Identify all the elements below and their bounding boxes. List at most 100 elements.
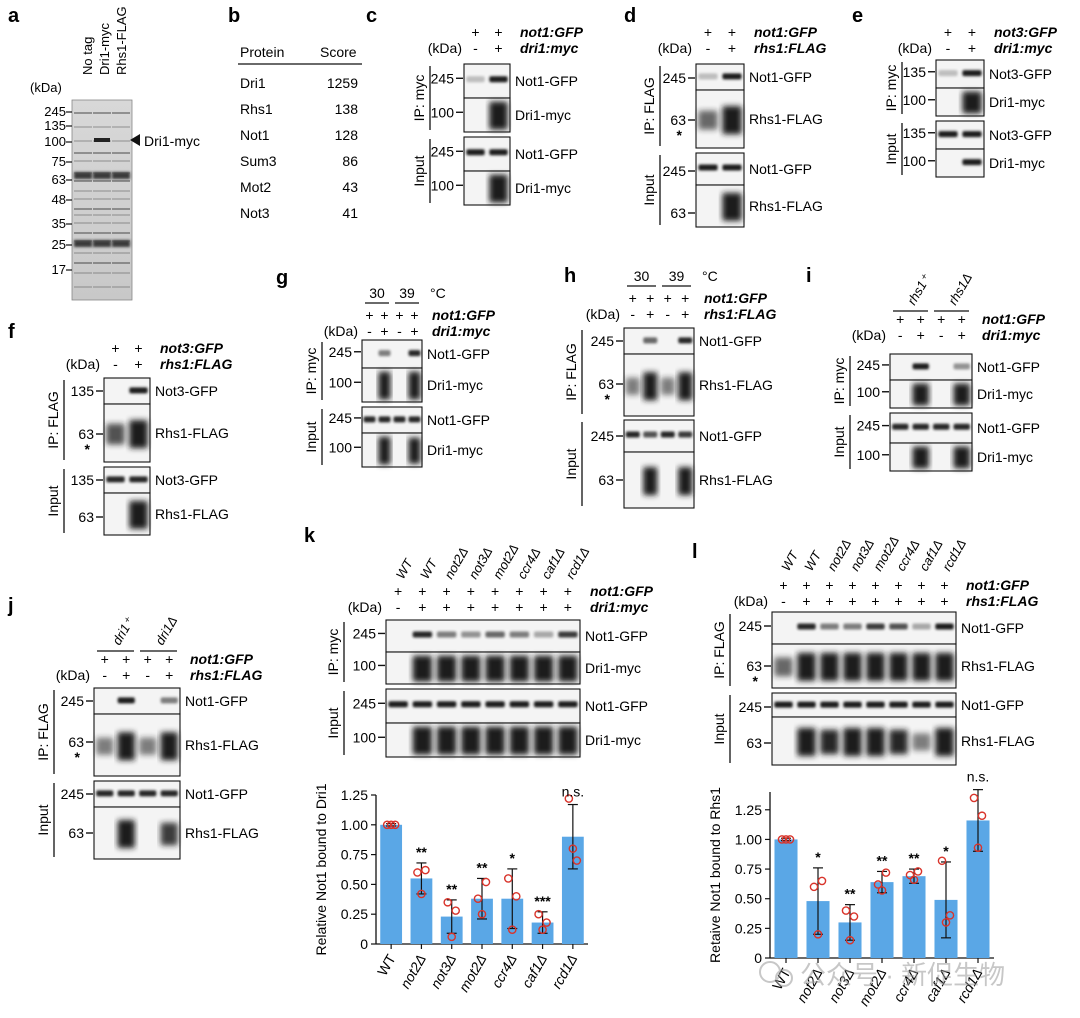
gel-band-strong xyxy=(74,240,92,247)
protein-label-not3-gfp: Not3-GFP xyxy=(989,66,1052,82)
marker-100: 100 xyxy=(431,177,455,193)
blot-band xyxy=(820,652,839,681)
protein-label-not1-gfp: Not1-GFP xyxy=(977,359,1040,375)
gel-band xyxy=(112,286,130,288)
group-label: dri1Δ xyxy=(152,614,180,648)
data-point xyxy=(941,918,951,927)
marker-245: 245 xyxy=(591,428,615,444)
marker-100: 100 xyxy=(353,729,377,745)
protein-label-dri1-myc: Dri1-myc xyxy=(427,442,483,458)
y-tick-label: 0 xyxy=(360,936,368,952)
genotype-mark: - xyxy=(781,593,786,609)
protein-label-not1-gfp: Not1-GFP xyxy=(585,698,648,714)
blot-band xyxy=(96,790,114,797)
bar-wt xyxy=(774,839,798,958)
blot-band xyxy=(774,701,793,708)
y-tick-label: 0.50 xyxy=(341,876,368,892)
category-label-not2: not2Δ xyxy=(397,952,429,992)
blot-band xyxy=(722,106,742,135)
data-point xyxy=(777,835,787,844)
gel-band-strong xyxy=(74,172,92,179)
blot-band xyxy=(933,423,950,430)
section-label-ip-myc: IP: myc xyxy=(325,629,341,676)
lane-label-no-tag: No tag xyxy=(80,37,95,75)
gel-band xyxy=(74,286,92,288)
blot-band xyxy=(698,110,718,130)
blot-band xyxy=(843,652,862,681)
protein-name: Not3 xyxy=(240,205,270,221)
temperature-label: 39 xyxy=(669,268,685,284)
genotype-mark: + xyxy=(410,323,418,339)
kda-label: (kDa) xyxy=(66,356,100,372)
data-point xyxy=(849,912,859,921)
marker-245: 245 xyxy=(431,70,455,86)
genotype-mark: + xyxy=(681,306,689,322)
genotype-mark: + xyxy=(940,577,948,593)
genotype-mark: + xyxy=(467,583,475,599)
protein-label-dri1-myc: Dri1-myc xyxy=(585,732,641,748)
data-point xyxy=(542,918,551,927)
blot-band xyxy=(117,790,135,797)
blot-band xyxy=(408,437,421,464)
blot-band xyxy=(408,371,421,400)
protein-label-dri1-myc: Dri1-myc xyxy=(989,155,1045,171)
genotype-mark: + xyxy=(728,24,736,40)
blot-band xyxy=(466,149,485,156)
marker-100: 100 xyxy=(903,153,927,169)
gel-band xyxy=(93,286,111,288)
panel-letter-g: g xyxy=(276,267,288,289)
blot-band xyxy=(797,727,816,756)
blot-band xyxy=(408,416,421,423)
protein-label-not1-gfp: Not1-GFP xyxy=(961,620,1024,636)
genotype-mark: + xyxy=(443,583,451,599)
blot-band xyxy=(953,363,970,370)
panel-e: e+ + not3:GFP- + dri1:myc(kDa)135 Not3-GFP100… xyxy=(852,5,1058,178)
blot-band xyxy=(722,164,742,171)
protein-label-not1-gfp: Not1-GFP xyxy=(961,697,1024,713)
data-point xyxy=(447,932,457,942)
blot-band xyxy=(938,131,958,138)
marker-135: 135 xyxy=(44,118,66,133)
genotype-mark: + xyxy=(917,577,925,593)
gel-band xyxy=(74,198,92,200)
gel-band xyxy=(93,152,111,154)
gel-band xyxy=(74,160,92,162)
blot-band xyxy=(129,500,148,529)
gel-band xyxy=(74,214,92,216)
marker-100: 100 xyxy=(431,104,455,120)
blot-band xyxy=(889,701,908,708)
asterisk-nonspecific: * xyxy=(753,673,759,689)
genotype-label-rhs1-flag: rhs1:FLAG xyxy=(190,667,262,683)
genotype-label-not1-gfp: not1:GFP xyxy=(982,311,1046,327)
blot-band xyxy=(797,623,816,630)
blot-band xyxy=(139,737,157,755)
gel-band xyxy=(93,232,111,234)
blot-band xyxy=(129,387,148,394)
gel-band xyxy=(112,252,130,254)
marker-100: 100 xyxy=(329,439,353,455)
gel-band xyxy=(93,262,111,264)
gel-band xyxy=(112,272,130,274)
genotype-mark: + xyxy=(848,593,856,609)
marker-245: 245 xyxy=(329,344,353,360)
gel-band xyxy=(112,222,130,224)
significance-label: ** xyxy=(909,850,920,866)
bar-wt xyxy=(380,824,403,944)
blot-band xyxy=(625,431,640,438)
blot-band xyxy=(660,431,675,438)
panel-d: d+ + not1:GFP- + rhs1:FLAG(kDa)245 Not1-GFP63… xyxy=(624,5,826,228)
genotype-label-rhs1-flag: rhs1:FLAG xyxy=(754,40,826,56)
blot-band xyxy=(678,431,693,438)
marker-245: 245 xyxy=(857,357,881,373)
genotype-mark: + xyxy=(564,599,572,615)
protein-name: Not1 xyxy=(240,127,270,143)
gel-band xyxy=(93,126,111,128)
protein-label-not3-gfp: Not3-GFP xyxy=(989,127,1052,143)
blot-band xyxy=(843,701,862,708)
lane-label-rcd1: rcd1Δ xyxy=(562,545,592,582)
blot-band xyxy=(489,174,508,203)
marker-63: 63 xyxy=(598,472,614,488)
gel-band xyxy=(112,198,130,200)
panel-letter-b: b xyxy=(228,5,240,27)
